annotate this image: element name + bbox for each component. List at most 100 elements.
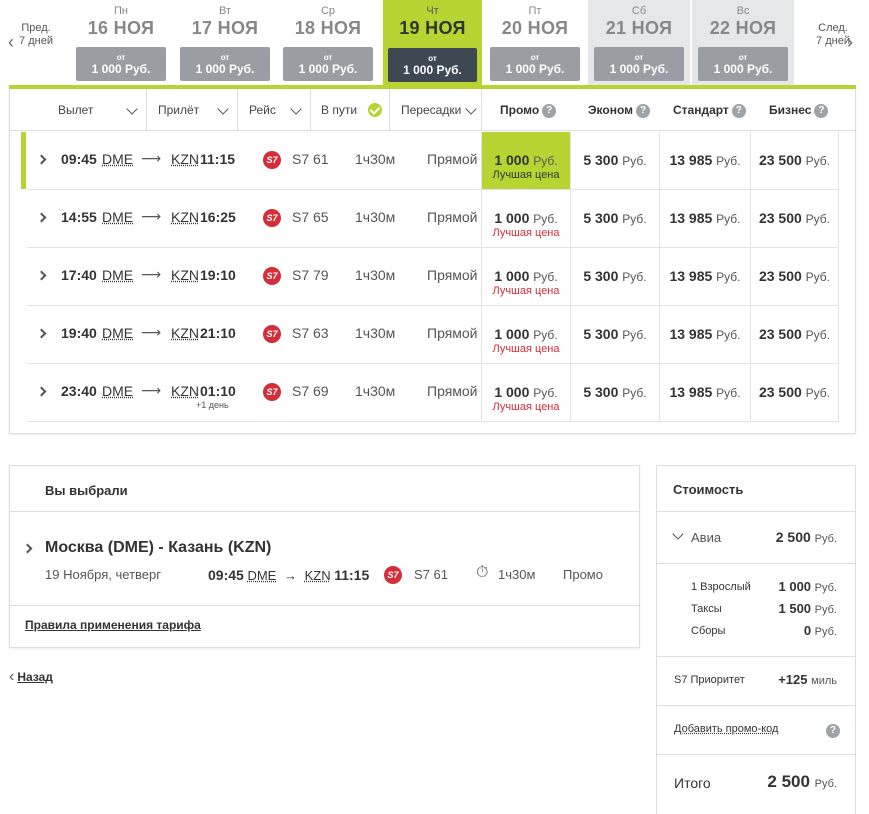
selected-fare: Промо: [563, 567, 603, 582]
day-min-price: 1 000 Руб.: [713, 62, 773, 76]
fare-price: 13 985: [669, 268, 713, 284]
dep-airport[interactable]: DME: [102, 209, 134, 225]
dep-airport[interactable]: DME: [102, 267, 134, 283]
arr-airport[interactable]: KZN: [171, 151, 199, 167]
avia-label[interactable]: Авиа: [691, 530, 722, 545]
chevron-down-icon[interactable]: [126, 103, 138, 115]
column-promo[interactable]: Промо?: [500, 89, 557, 131]
chevron-down-icon[interactable]: [672, 528, 684, 540]
flight-row[interactable]: 23:40 DME ⟶ KZN 01:10 +1 день S7 S7 69 1ч30м Прям…: [10, 364, 855, 422]
day-tab[interactable]: Пт 20 НОЯ от 1 000 Руб.: [484, 0, 586, 86]
date-strip: ‹ Пред. 7 дней Пн 16 НОЯ от 1 000 Руб. В…: [0, 0, 869, 88]
arr-airport[interactable]: KZN: [171, 267, 199, 283]
back-button[interactable]: ‹ Назад: [9, 668, 53, 686]
dep-airport[interactable]: DME: [102, 325, 134, 341]
chevron-right-icon[interactable]: [36, 212, 47, 223]
chevron-right-icon[interactable]: ›: [847, 32, 853, 52]
help-icon[interactable]: ?: [731, 103, 746, 118]
help-icon[interactable]: ?: [826, 724, 840, 738]
fare-promo-cell[interactable]: 1 000 Руб. Лучшая цена: [481, 132, 570, 190]
selected-duration: 1ч30м: [498, 567, 536, 582]
arr-airport[interactable]: KZN: [171, 325, 199, 341]
fare-business-cell[interactable]: 23 500 Руб.: [750, 248, 839, 306]
chevron-right-icon[interactable]: [36, 270, 47, 281]
fare-standard-cell[interactable]: 13 985 Руб.: [659, 190, 750, 248]
next-week-button[interactable]: След. 7 дней: [800, 22, 866, 48]
next-day-note: +1 день: [196, 400, 229, 410]
fees-value: 0: [803, 623, 812, 638]
column-duration[interactable]: В пути: [321, 103, 358, 117]
chevron-left-icon[interactable]: ‹: [8, 32, 14, 52]
fare-economy-cell[interactable]: 5 300 Руб.: [570, 248, 659, 306]
day-tab[interactable]: Сб 21 НОЯ от 1 000 Руб.: [588, 0, 690, 86]
stopwatch-icon: ⏱: [476, 564, 489, 581]
fare-promo-cell[interactable]: 1 000 Руб. Лучшая цена: [481, 190, 570, 248]
day-tab[interactable]: Вт 17 НОЯ от 1 000 Руб.: [174, 0, 276, 86]
help-icon[interactable]: ?: [636, 103, 651, 118]
selected-arr-airport[interactable]: KZN: [304, 568, 331, 583]
dep-airport[interactable]: DME: [102, 383, 134, 399]
best-price-label: Лучшая цена: [492, 227, 560, 239]
fare-business-cell[interactable]: 23 500 Руб.: [750, 306, 839, 364]
add-promo-code-link[interactable]: Добавить промо-код: [674, 723, 779, 735]
fare-standard-cell[interactable]: 13 985 Руб.: [659, 132, 750, 190]
column-arrive[interactable]: Прилёт: [158, 103, 200, 117]
day-tab[interactable]: Ср 18 НОЯ от 1 000 Руб.: [277, 0, 379, 86]
price-from-label: от: [323, 53, 333, 62]
prev-week-button[interactable]: Пред. 7 дней: [6, 22, 66, 48]
column-business[interactable]: Бизнес?: [769, 89, 829, 131]
fare-business-cell[interactable]: 23 500 Руб.: [750, 190, 839, 248]
chevron-down-icon[interactable]: [465, 103, 477, 115]
fare-price: 5 300: [583, 326, 619, 342]
day-tab[interactable]: Вс 22 НОЯ от 1 000 Руб.: [692, 0, 794, 86]
fare-economy-cell[interactable]: 5 300 Руб.: [570, 132, 659, 190]
column-standard[interactable]: Стандарт?: [673, 89, 746, 131]
flight-row[interactable]: 17:40 DME ⟶ KZN 19:10 S7 S7 79 1ч30м Прямой 1 000…: [10, 248, 855, 306]
column-stops[interactable]: Пересадки: [401, 103, 462, 117]
dep-airport[interactable]: DME: [102, 151, 134, 167]
fare-economy-cell[interactable]: 5 300 Руб.: [570, 306, 659, 364]
arrow-right-icon: ⟶: [141, 324, 162, 340]
prev-week-sublabel: 7 дней: [19, 35, 53, 47]
chevron-right-icon[interactable]: [36, 328, 47, 339]
fare-promo-cell[interactable]: 1 000 Руб. Лучшая цена: [481, 248, 570, 306]
selected-dep-airport[interactable]: DME: [247, 568, 277, 583]
column-depart[interactable]: Вылет: [58, 103, 94, 117]
fare-standard-cell[interactable]: 13 985 Руб.: [659, 306, 750, 364]
chevron-down-icon[interactable]: [290, 103, 302, 115]
dep-time: 17:40: [61, 267, 97, 283]
currency: Руб.: [716, 328, 741, 342]
fare-economy-cell[interactable]: 5 300 Руб.: [570, 190, 659, 248]
selected-times: 09:45 DME → KZN 11:15: [208, 567, 369, 583]
fare-promo-cell[interactable]: 1 000 Руб. Лучшая цена: [481, 306, 570, 364]
currency: Руб.: [533, 154, 558, 168]
fare-standard-cell[interactable]: 13 985 Руб.: [659, 248, 750, 306]
chevron-down-icon[interactable]: [217, 103, 229, 115]
s7-airline-icon: S7: [384, 566, 402, 584]
column-economy[interactable]: Эконом?: [588, 89, 651, 131]
taxes-price: 1 500 Руб.: [779, 601, 838, 616]
arr-airport[interactable]: KZN: [171, 383, 199, 399]
chevron-right-icon[interactable]: [22, 543, 33, 554]
fare-rules-link[interactable]: Правила применения тарифа: [25, 618, 201, 632]
chevron-right-icon[interactable]: [36, 386, 47, 397]
row-divider: [27, 247, 839, 248]
help-icon[interactable]: ?: [814, 103, 829, 118]
flight-row[interactable]: 19:40 DME ⟶ KZN 21:10 S7 S7 63 1ч30м Прямой 1 000…: [10, 306, 855, 364]
chevron-right-icon[interactable]: [36, 154, 47, 165]
fare-business-cell[interactable]: 23 500 Руб.: [750, 364, 839, 422]
arr-airport[interactable]: KZN: [171, 209, 199, 225]
help-icon[interactable]: ?: [542, 103, 557, 118]
fare-economy-cell[interactable]: 5 300 Руб.: [570, 364, 659, 422]
flight-row[interactable]: 09:45 DME ⟶ KZN 11:15 S7 S7 61 1ч30м Прямой 1 000…: [10, 132, 855, 190]
chevron-left-icon: ‹: [9, 668, 15, 685]
fare-standard-cell[interactable]: 13 985 Руб.: [659, 364, 750, 422]
flight-row[interactable]: 14:55 DME ⟶ KZN 16:25 S7 S7 65 1ч30м Прямой 1 000…: [10, 190, 855, 248]
arrow-right-icon: ⟶: [141, 382, 162, 398]
fare-business-cell[interactable]: 23 500 Руб.: [750, 132, 839, 190]
day-tab[interactable]: Пн 16 НОЯ от 1 000 Руб.: [70, 0, 172, 86]
day-tab-active[interactable]: Чт 19 НОЯ от 1 000 Руб.: [383, 0, 482, 88]
column-flight[interactable]: Рейс: [249, 103, 276, 117]
fare-promo-cell[interactable]: 1 000 Руб. Лучшая цена: [481, 364, 570, 422]
currency: Руб.: [716, 154, 741, 168]
